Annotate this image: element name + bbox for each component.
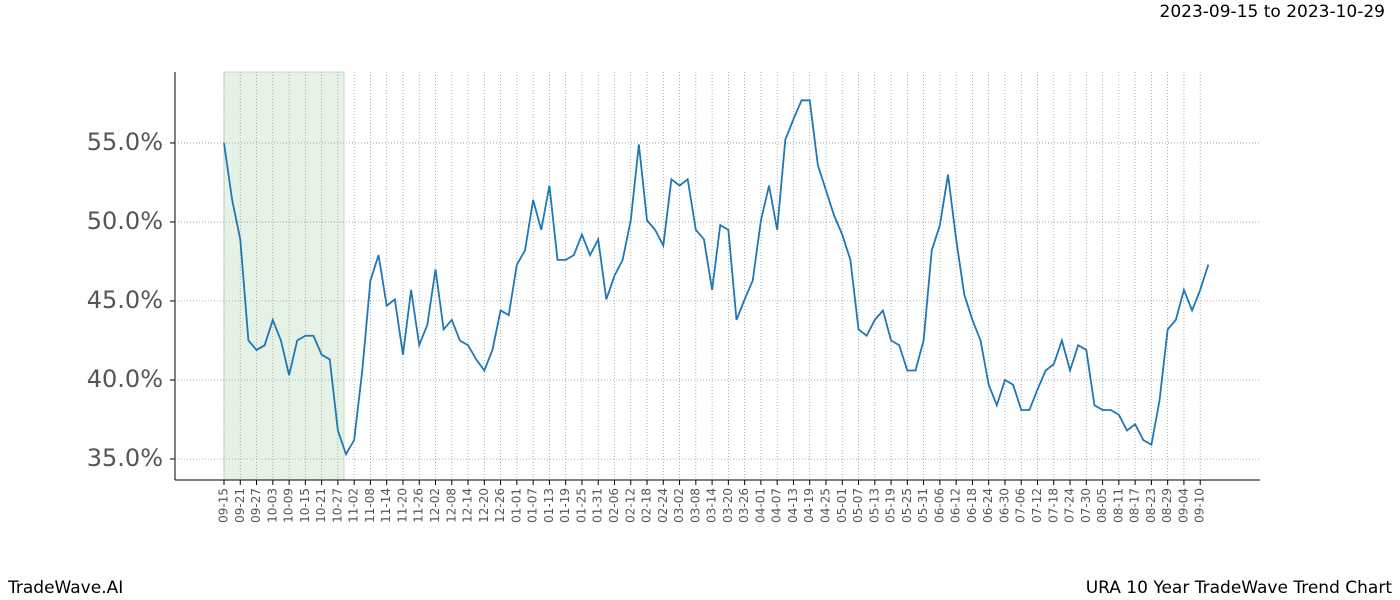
x-tick-label: 01-01 bbox=[509, 488, 523, 523]
x-tick-label: 10-27 bbox=[330, 488, 344, 523]
y-tick-label: 55.0% bbox=[87, 128, 163, 156]
footer-right: URA 10 Year TradeWave Trend Chart bbox=[1086, 578, 1393, 598]
x-tick-label: 01-19 bbox=[558, 488, 572, 523]
trend-line bbox=[223, 99, 1210, 457]
y-tick-label: 45.0% bbox=[87, 286, 163, 314]
x-tick-label: 11-26 bbox=[412, 488, 426, 523]
x-tick-label: 05-13 bbox=[867, 488, 881, 523]
x-tick-label: 01-13 bbox=[542, 488, 556, 523]
x-tick-label: 04-25 bbox=[818, 488, 832, 523]
x-tick-label: 09-27 bbox=[249, 488, 263, 523]
x-tick-label: 10-15 bbox=[298, 488, 312, 523]
x-tick-label: 06-18 bbox=[965, 488, 979, 523]
x-tick-label: 07-12 bbox=[1030, 488, 1044, 523]
x-tick-label: 12-26 bbox=[493, 488, 507, 523]
x-tick-label: 11-08 bbox=[363, 488, 377, 523]
y-tick-label: 40.0% bbox=[87, 365, 163, 393]
x-tick-label: 12-08 bbox=[444, 488, 458, 523]
x-tick-label: 05-07 bbox=[851, 488, 865, 523]
x-tick-label: 05-25 bbox=[900, 488, 914, 523]
x-tick-label: 09-04 bbox=[1176, 488, 1190, 523]
x-tick-label: 03-02 bbox=[672, 488, 686, 523]
x-tick-label: 01-07 bbox=[526, 488, 540, 523]
x-tick-label: 11-14 bbox=[379, 488, 393, 523]
x-tick-label: 09-10 bbox=[1193, 488, 1207, 523]
x-tick-label: 06-30 bbox=[997, 488, 1011, 523]
x-tick-label: 08-05 bbox=[1095, 488, 1109, 523]
x-tick-label: 11-02 bbox=[347, 488, 361, 523]
x-tick-label: 10-21 bbox=[314, 488, 328, 523]
x-tick-label: 04-19 bbox=[802, 488, 816, 523]
x-tick-label: 02-12 bbox=[623, 488, 637, 523]
x-tick-label: 07-30 bbox=[1079, 488, 1093, 523]
x-tick-label: 08-29 bbox=[1160, 488, 1174, 523]
x-tick-label: 02-06 bbox=[607, 488, 621, 523]
x-tick-label: 01-31 bbox=[591, 488, 605, 523]
x-tick-label: 02-24 bbox=[656, 488, 670, 523]
x-tick-label: 04-13 bbox=[786, 488, 800, 523]
x-tick-label: 03-08 bbox=[688, 488, 702, 523]
x-tick-label: 09-15 bbox=[217, 488, 231, 523]
x-tick-label: 04-01 bbox=[753, 488, 767, 523]
x-tick-label: 10-09 bbox=[282, 488, 296, 523]
x-tick-label: 06-06 bbox=[932, 488, 946, 523]
x-tick-label: 03-26 bbox=[737, 488, 751, 523]
x-tick-label: 12-20 bbox=[477, 488, 491, 523]
x-tick-label: 02-18 bbox=[640, 488, 654, 523]
x-tick-label: 04-07 bbox=[770, 488, 784, 523]
footer-left: TradeWave.AI bbox=[7, 578, 123, 598]
x-tick-label: 08-17 bbox=[1128, 488, 1142, 523]
x-tick-label: 03-20 bbox=[721, 488, 735, 523]
x-tick-label: 06-12 bbox=[949, 488, 963, 523]
x-tick-label: 12-14 bbox=[461, 488, 475, 523]
x-tick-label: 10-03 bbox=[265, 488, 279, 523]
x-tick-label: 08-11 bbox=[1111, 488, 1125, 523]
x-tick-label: 12-02 bbox=[428, 488, 442, 523]
y-tick-label: 50.0% bbox=[87, 207, 163, 235]
x-tick-label: 05-31 bbox=[916, 488, 930, 523]
x-tick-label: 03-14 bbox=[705, 488, 719, 523]
highlight-span bbox=[223, 71, 345, 481]
x-tick-label: 07-06 bbox=[1014, 488, 1028, 523]
y-tick-label: 35.0% bbox=[87, 444, 163, 472]
x-tick-label: 06-24 bbox=[981, 488, 995, 523]
x-tick-label: 09-21 bbox=[233, 488, 247, 523]
x-tick-label: 08-23 bbox=[1144, 488, 1158, 523]
x-tick-label: 11-20 bbox=[395, 488, 409, 523]
x-tick-label: 07-24 bbox=[1063, 488, 1077, 523]
chart-title: 2023-09-15 to 2023-10-29 bbox=[1160, 2, 1385, 22]
x-tick-label: 05-19 bbox=[884, 488, 898, 523]
x-tick-label: 05-01 bbox=[835, 488, 849, 523]
x-tick-label: 01-25 bbox=[574, 488, 588, 523]
x-tick-label: 07-18 bbox=[1046, 488, 1060, 523]
